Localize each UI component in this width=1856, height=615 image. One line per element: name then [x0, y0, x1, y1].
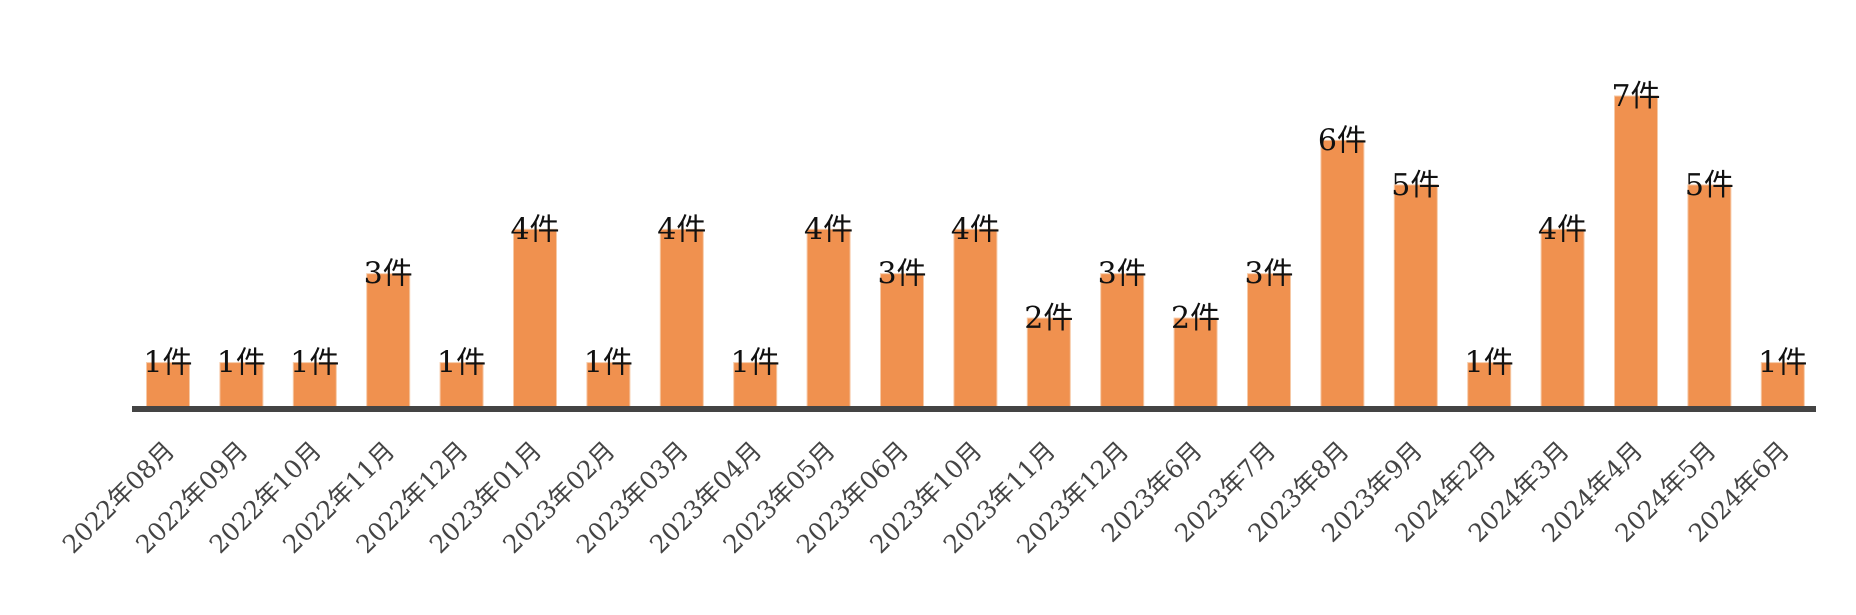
bar-4 — [366, 273, 411, 408]
bar-16 — [1247, 273, 1291, 408]
bar-9 — [733, 362, 778, 408]
bar-22 — [1687, 184, 1732, 408]
data-label-16: 3件 — [1244, 257, 1293, 292]
data-label-12: 4件 — [951, 212, 1000, 247]
bar-6 — [513, 228, 557, 408]
data-label-14: 3件 — [1098, 257, 1147, 292]
data-label-19: 1件 — [1465, 346, 1514, 381]
bar-20 — [1540, 228, 1585, 408]
bar-23 — [1760, 362, 1805, 408]
data-label-23: 1件 — [1758, 346, 1807, 381]
bar-5 — [439, 362, 484, 408]
bar-11 — [880, 273, 924, 408]
data-label-11: 3件 — [877, 257, 926, 292]
bar-14 — [1100, 273, 1145, 408]
value-labels-group: 1件 1件 1件 3件 1件 4件 1件 4件 1件 4件 3件 4件 2件 3件 2件 3件 6件 5件 1件 4件… — [143, 79, 1807, 381]
data-label-22: 5件 — [1685, 168, 1734, 203]
data-label-17: 6件 — [1318, 123, 1367, 158]
bar-18 — [1393, 184, 1438, 408]
data-label-21: 7件 — [1611, 79, 1660, 114]
x-tick-labels-group: 2022年08月2022年09月2022年10月2022年11月2022年12月… — [57, 436, 1795, 559]
bar-21 — [1614, 95, 1658, 408]
bar-15 — [1173, 317, 1218, 408]
data-label-10: 4件 — [804, 212, 853, 247]
data-label-4: 3件 — [364, 257, 413, 292]
bar-10 — [806, 228, 851, 408]
bars-group — [146, 95, 1805, 408]
data-label-15: 2件 — [1171, 301, 1220, 336]
data-label-7: 1件 — [584, 346, 633, 381]
data-label-20: 4件 — [1538, 212, 1587, 247]
data-label-2: 1件 — [217, 346, 266, 381]
data-label-1: 1件 — [143, 346, 192, 381]
bar-12 — [953, 228, 998, 408]
bar-8 — [659, 228, 704, 408]
data-label-5: 1件 — [437, 346, 486, 381]
data-label-3: 1件 — [290, 346, 339, 381]
data-label-13: 2件 — [1024, 301, 1073, 336]
data-label-9: 1件 — [731, 346, 780, 381]
bar-1 — [146, 362, 190, 408]
bar-17 — [1320, 139, 1365, 408]
data-label-18: 5件 — [1391, 168, 1440, 203]
data-label-6: 4件 — [510, 212, 559, 247]
data-label-8: 4件 — [657, 212, 706, 247]
bar-2 — [219, 362, 264, 408]
